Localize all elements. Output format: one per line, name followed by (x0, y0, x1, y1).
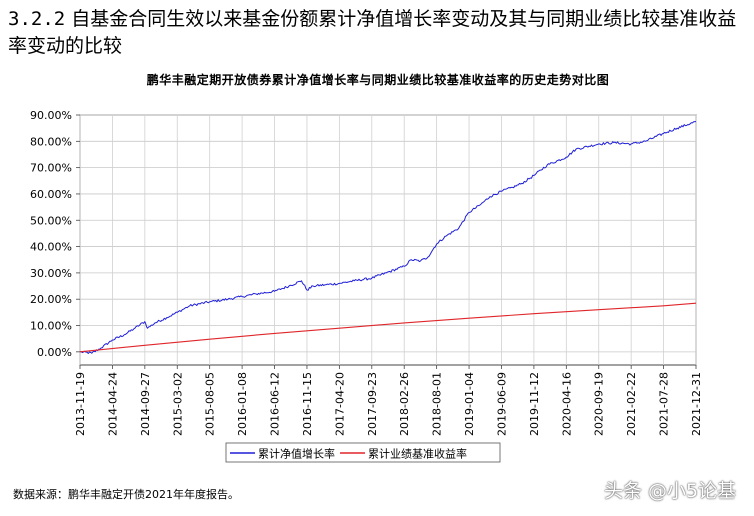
x-tick-label: 2016-06-12 (269, 372, 282, 436)
x-tick-label: 2019-06-09 (495, 372, 508, 436)
x-tick-label: 2017-04-20 (333, 372, 346, 436)
x-tick-label: 2020-09-19 (593, 372, 606, 436)
x-tick-label: 2021-02-22 (625, 372, 638, 436)
x-tick-label: 2021-12-31 (690, 372, 703, 436)
x-tick-label: 2020-04-16 (560, 372, 573, 436)
y-tick-label: 70.00% (30, 162, 72, 175)
x-tick-label: 2016-01-08 (236, 372, 249, 436)
fund-series-line (79, 121, 696, 354)
series-layer (79, 121, 697, 354)
section-heading-text: 自基金合同生效以来基金份额累计净值增长率变动及其与同期业绩比较基准收益率变动的比… (8, 8, 737, 57)
section-number: 3.2.2 (8, 8, 66, 30)
x-tick-label: 2015-08-05 (204, 372, 217, 436)
x-tick-label: 2015-03-02 (171, 372, 184, 436)
y-tick-label: 40.00% (30, 241, 72, 254)
x-tick-label: 2014-09-27 (139, 372, 152, 436)
legend-label-benchmark: 累计业绩基准收益率 (368, 447, 467, 461)
x-tick-label: 2021-07-28 (658, 372, 671, 436)
legend: 累计净值增长率 累计业绩基准收益率 (225, 442, 501, 463)
source-note: 数据来源：鹏华丰融定开债2021年年度报告。 (13, 488, 239, 501)
legend-label-fund: 累计净值增长率 (258, 447, 335, 461)
x-tick-label: 2017-09-23 (366, 372, 379, 436)
y-tick-label: 20.00% (30, 293, 72, 306)
x-tick-label: 2013-11-19 (74, 372, 87, 436)
y-tick-label: 50.00% (30, 214, 72, 227)
x-tick-label: 2014-04-24 (106, 372, 119, 436)
x-tick-label: 2016-11-15 (301, 372, 314, 436)
grid-layer (79, 114, 697, 365)
axis-layer: 0.00% 10.00% 20.00% 30.00% 40.00% 50.00% 60.00… (30, 109, 703, 436)
chart-title: 鹏华丰融定期开放债券累计净值增长率与同期业绩比较基准收益率的历史走势对比图 (146, 73, 610, 87)
y-tick-label: 60.00% (30, 188, 72, 201)
y-tick-label: 80.00% (30, 135, 72, 148)
watermark: 头条 @小5论基 (604, 480, 737, 502)
y-tick-label: 90.00% (30, 109, 72, 122)
benchmark-series-line (79, 302, 697, 353)
y-tick-label: 30.00% (30, 267, 72, 280)
x-tick-label: 2018-02-26 (398, 372, 411, 436)
y-tick-label: 0.00% (37, 346, 72, 359)
section-heading: 3.2.2 自基金合同生效以来基金份额累计净值增长率变动及其与同期业绩比较基准收… (8, 6, 743, 60)
x-tick-label: 2019-11-12 (528, 372, 541, 436)
x-tick-label: 2019-01-04 (463, 372, 476, 436)
plot-area (79, 114, 697, 366)
y-tick-label: 10.00% (30, 320, 72, 333)
x-tick-label: 2018-08-01 (431, 372, 444, 436)
